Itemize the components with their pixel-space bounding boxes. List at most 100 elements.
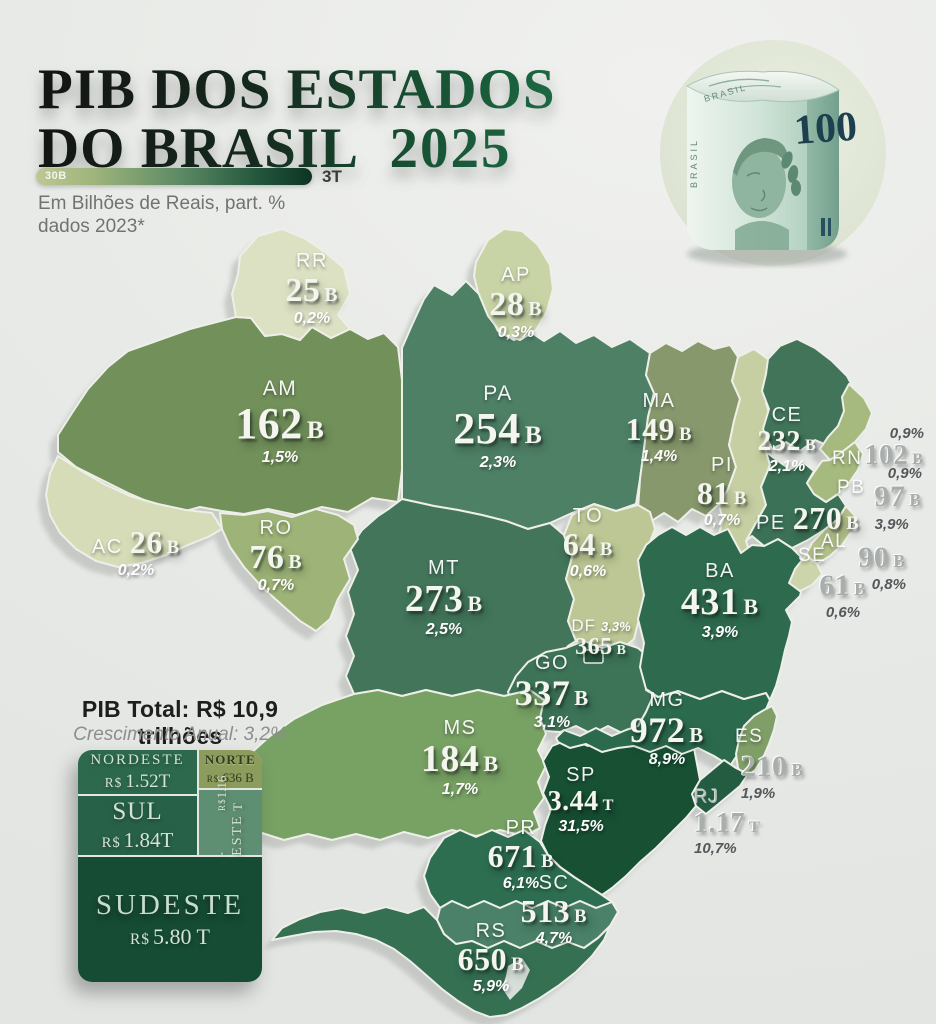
scale-max-label: 3T [322,167,342,186]
state-value-number: 365 [575,634,613,661]
state-value-unit: B [743,593,760,619]
state-value-number: 270 [792,500,843,536]
state-percent: 3,1% [533,714,571,732]
state-value-unit: B [791,760,805,780]
state-value-unit: B [846,513,860,534]
state-value: 210 B [741,751,811,783]
title-line-1: PIB DOS ESTADOS [38,58,556,122]
state-value: 3.44 T [547,785,615,817]
state-percent: 0,7% [257,577,295,595]
state-label-pa: PA 254 B 2,3% [453,382,543,471]
state-value: 28 B [489,285,542,323]
state-percent: 0,2% [293,310,331,328]
state-abbr-pb: PB [837,477,866,499]
region-name: SUDESTE [95,888,245,921]
state-abbr: PE [756,512,786,534]
state-value-number: 76 [249,538,285,576]
state-percent: 0,3% [497,324,535,342]
state-value-number: 28 [489,285,525,323]
roll-spiral-line [726,84,782,91]
state-label-se: 61 B 0,6% [818,570,868,620]
state-value: 97 B [858,481,922,513]
state-abbr: TO [572,505,604,527]
state-value-unit: B [893,551,906,571]
money-roll-illustration: 100 BRASIL BRASIL [660,40,886,266]
state-value: 102 B [850,441,924,470]
region-treemap: NORDESTE R$ 1.52T NORTE R$ 636 B SUL R$ 1.8… [78,750,262,982]
treemap-block-sul: SUL R$ 1.84T [78,795,197,855]
state-abbr: RS [475,920,507,942]
state-value: 90 B [842,542,906,574]
state-abbr: SP [566,764,596,786]
state-value: 149 B [625,410,693,447]
state-value-unit: B [733,487,748,509]
state-value: 1.17 T [694,809,761,838]
state-value-number: 149 [625,410,676,447]
state-value-number: 972 [629,709,686,750]
region-value: R$1.16 T [214,776,246,812]
state-value-number: 671 [487,837,538,874]
state-abbr: MA [642,390,676,412]
state-value-number: 81 [696,474,730,511]
state-rj-shape [691,759,749,815]
state-value-unit: B [166,537,181,558]
state-label-rr: RR 25 B 0,2% [285,250,339,328]
state-percent: 3,3% [601,619,631,634]
state-value-unit: B [288,550,303,573]
state-label-pi: PI 81 B 0,7% [696,454,748,529]
state-abbr-al: AL [821,531,847,553]
state-abbr-se: SE [798,545,826,567]
state-abbr: MG [649,689,685,711]
banknote-mark [828,218,831,236]
state-label-pr: PR 671 B 6,1% [487,817,555,892]
state-abbr: GO [534,652,570,674]
state-percent: 2,1% [768,457,806,475]
roll-spiral-line [708,78,770,87]
effigy-shoulders [735,221,789,250]
treemap-block-coeste: C-OESTE R$1.16 T [198,776,262,868]
state-label-al: 90 B 0,8% [842,542,906,592]
state-percent: 2,5% [425,621,463,639]
state-label-ac: AC 26 B 0,2% [92,525,181,579]
state-value: 365 B [571,635,630,660]
state-label-ap: AP 28 B 0,3% [489,264,542,342]
state-abbr: RR [296,250,328,272]
state-go-shape [507,640,655,735]
state-value-number: 97 [874,480,906,513]
state-al-shape [805,505,857,565]
state-rs-shape [271,906,611,1018]
treemap-block-sudeste: SUDESTE R$ 5.80 T [78,856,262,982]
state-abbr: PB [837,477,866,498]
state-pb-shape [806,441,864,503]
state-percent: 3,9% [874,516,909,533]
state-value: 671 B [487,837,555,874]
state-value-unit: B [324,283,339,306]
state-value: 431 B [681,582,760,623]
region-value: R$ 5.80 T [129,923,210,949]
state-value-unit: B [616,643,627,659]
state-value-number: 90 [858,541,890,574]
state-abbr: PA [483,382,513,405]
state-value-number: 3.44 [547,785,599,817]
state-label-ro: RO 76 B 0,7% [249,517,303,595]
state-value: 270 B [792,500,860,536]
state-abbr: RN [832,448,863,469]
region-value: R$ 1.52T [104,770,171,792]
state-percent: 3,9% [701,624,739,642]
state-value-number: 210 [741,750,788,783]
state-label-pb: 0,9% 97 B [858,463,922,513]
state-value-number: 337 [514,672,571,713]
pib-total-text: PIB Total: R$ 10,9 trilhões [81,696,279,749]
state-value: 254 B [453,405,543,452]
state-value: 61 B [818,570,868,602]
state-value: 972 B [629,709,704,750]
state-abbr: AP [501,264,531,286]
state-label-to: TO 64 B 0,6% [563,505,613,580]
region-name: NORTE [204,752,256,767]
state-value-unit: B [524,419,543,449]
state-label-rn: 0,9% 102 B [850,423,924,470]
treemap-block-nordeste: NORDESTE R$ 1.52T [78,750,197,794]
state-value-number: 650 [457,940,508,977]
state-value-unit: B [574,905,588,927]
